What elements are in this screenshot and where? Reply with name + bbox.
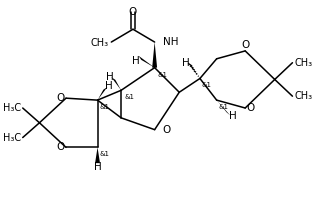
Polygon shape [111, 77, 121, 90]
Polygon shape [95, 147, 100, 163]
Text: H: H [107, 72, 114, 82]
Polygon shape [217, 100, 230, 115]
Text: NH: NH [163, 37, 179, 47]
Text: O: O [129, 7, 137, 16]
Text: H: H [229, 111, 236, 121]
Text: H₃C: H₃C [3, 103, 21, 113]
Text: H: H [106, 81, 113, 91]
Text: CH₃: CH₃ [90, 38, 108, 48]
Text: &1: &1 [202, 82, 212, 88]
Text: H: H [132, 56, 140, 66]
Polygon shape [138, 56, 155, 68]
Text: &1: &1 [100, 151, 109, 157]
Text: O: O [246, 103, 255, 113]
Text: O: O [57, 142, 65, 152]
Text: &1: &1 [219, 104, 229, 110]
Text: O: O [162, 125, 171, 135]
Text: O: O [57, 93, 65, 103]
Text: H₃C: H₃C [3, 133, 21, 143]
Text: &1: &1 [158, 72, 168, 78]
Text: H: H [94, 162, 101, 172]
Text: O: O [241, 40, 249, 50]
Polygon shape [98, 87, 108, 100]
Text: CH₃: CH₃ [294, 58, 313, 68]
Text: H: H [182, 58, 190, 68]
Text: CH₃: CH₃ [294, 91, 313, 101]
Text: &1: &1 [100, 104, 109, 110]
Polygon shape [152, 42, 157, 68]
Text: &1: &1 [124, 94, 134, 100]
